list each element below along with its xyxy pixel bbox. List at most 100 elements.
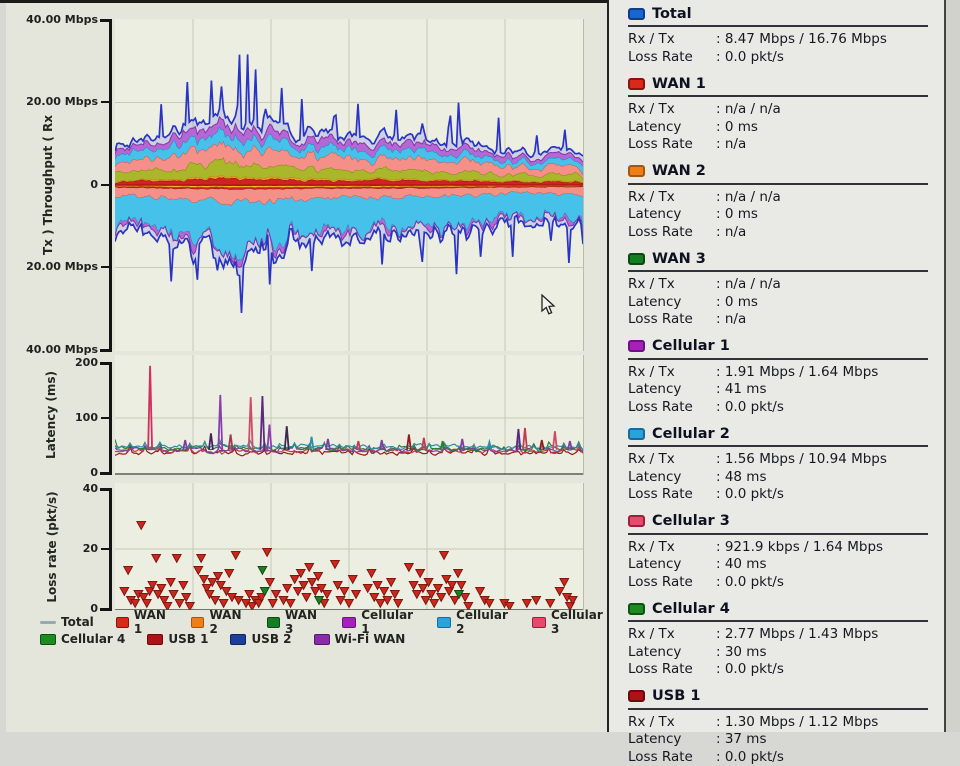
stat-row-loss-rate: Loss Rate: 0.0 pkt/s	[628, 399, 934, 417]
section-swatch-icon	[628, 340, 645, 352]
stat-row-loss-rate: Loss Rate: 0.0 pkt/s	[628, 574, 934, 592]
stat-row-latency: Latency: 30 ms	[628, 644, 934, 662]
section-swatch-icon	[628, 428, 645, 440]
loss-tick-label: 40	[12, 482, 98, 496]
stat-row-loss-rate: Loss Rate: 0.0 pkt/s	[628, 749, 934, 766]
stats-section-cellular-4: Cellular 4 Rx / Tx: 2.77 Mbps / 1.43 Mbps…	[628, 598, 934, 679]
stat-value: : 37 ms	[716, 731, 767, 749]
stat-row-rx-tx: Rx / Tx: n/a / n/a	[628, 189, 934, 207]
legend-row-2: Cellular 4 USB 1 USB 2 Wi-Fi WAN	[40, 631, 605, 647]
legend-swatch-icon	[40, 621, 56, 624]
section-header: Cellular 2	[628, 423, 934, 444]
latency-chart[interactable]	[115, 355, 584, 475]
stat-label: Loss Rate	[628, 749, 716, 766]
stat-value: : 8.47 Mbps / 16.76 Mbps	[716, 31, 887, 49]
legend-item-total[interactable]: Total	[40, 615, 94, 629]
stat-label: Rx / Tx	[628, 626, 716, 644]
stat-label: Loss Rate	[628, 136, 716, 154]
stat-row-latency: Latency: 41 ms	[628, 381, 934, 399]
stat-label: Loss Rate	[628, 224, 716, 242]
stat-label: Latency	[628, 294, 716, 312]
stat-row-rx-tx: Rx / Tx: 1.30 Mbps / 1.12 Mbps	[628, 714, 934, 732]
legend-item-wi-fi-wan[interactable]: Wi-Fi WAN	[314, 632, 406, 646]
throughput-tick-label: 40.00 Mbps	[12, 343, 98, 357]
section-title: Cellular 3	[652, 513, 730, 529]
loss-plot-svg	[115, 483, 583, 610]
throughput-tick-label: 20.00 Mbps	[12, 95, 98, 109]
loss-tick	[101, 488, 110, 490]
stat-value: : 0.0 pkt/s	[716, 574, 784, 592]
stat-label: Rx / Tx	[628, 31, 716, 49]
section-divider	[628, 95, 928, 97]
legend-label: Wi-Fi WAN	[335, 632, 406, 646]
legend-swatch-icon	[230, 634, 246, 645]
section-swatch-icon	[628, 165, 645, 177]
legend-item-cellular-4[interactable]: Cellular 4	[40, 632, 125, 646]
legend-label: Total	[61, 615, 94, 629]
screen-right-margin	[946, 0, 960, 732]
section-divider	[628, 183, 928, 185]
stat-label: Latency	[628, 381, 716, 399]
throughput-tick-label: 20.00 Mbps	[12, 260, 98, 274]
legend-swatch-icon	[147, 634, 163, 645]
stat-label: Latency	[628, 469, 716, 487]
stat-row-latency: Latency: 0 ms	[628, 206, 934, 224]
loss-rate-chart[interactable]	[115, 483, 584, 610]
stat-value: : 0.0 pkt/s	[716, 486, 784, 504]
stat-label: Rx / Tx	[628, 276, 716, 294]
stat-label: Rx / Tx	[628, 714, 716, 732]
throughput-chart[interactable]	[115, 19, 584, 351]
latency-plot-svg	[115, 355, 583, 475]
throughput-tick-label: 40.00 Mbps	[12, 13, 98, 27]
stat-row-rx-tx: Rx / Tx: 921.9 kbps / 1.64 Mbps	[628, 539, 934, 557]
section-title: WAN 2	[652, 163, 706, 179]
section-header: Cellular 3	[628, 511, 934, 532]
section-title: Cellular 4	[652, 601, 730, 617]
section-header: USB 1	[628, 686, 934, 707]
latency-tick	[101, 362, 110, 364]
section-swatch-icon	[628, 253, 645, 265]
stat-value: : n/a / n/a	[716, 101, 781, 119]
stat-label: Rx / Tx	[628, 539, 716, 557]
legend-label: USB 1	[168, 632, 208, 646]
stat-value: : 2.77 Mbps / 1.43 Mbps	[716, 626, 878, 644]
stat-value: : 921.9 kbps / 1.64 Mbps	[716, 539, 883, 557]
latency-tick-label: 100	[12, 411, 98, 425]
throughput-tick	[101, 19, 110, 21]
section-divider	[628, 533, 928, 535]
stat-label: Loss Rate	[628, 311, 716, 329]
section-divider	[628, 620, 928, 622]
stat-label: Latency	[628, 644, 716, 662]
stat-value: : 0.0 pkt/s	[716, 399, 784, 417]
section-header: WAN 3	[628, 248, 934, 269]
section-header: Cellular 4	[628, 598, 934, 619]
section-title: WAN 1	[652, 76, 706, 92]
section-swatch-icon	[628, 78, 645, 90]
legend-item-usb-2[interactable]: USB 2	[230, 632, 291, 646]
section-title: Cellular 2	[652, 426, 730, 442]
charts-panel: Tx ) Throughput ( Rx Latency (ms) Loss r…	[6, 3, 607, 732]
stat-value: : 30 ms	[716, 644, 767, 662]
stat-value: : n/a / n/a	[716, 189, 781, 207]
section-divider	[628, 25, 928, 27]
stat-label: Latency	[628, 556, 716, 574]
stat-value: : 0.0 pkt/s	[716, 49, 784, 67]
throughput-tick	[101, 101, 110, 103]
legend-item-usb-1[interactable]: USB 1	[147, 632, 208, 646]
section-header: WAN 2	[628, 161, 934, 182]
loss-tick	[101, 548, 110, 550]
stat-value: : 1.91 Mbps / 1.64 Mbps	[716, 364, 878, 382]
stat-row-rx-tx: Rx / Tx: 8.47 Mbps / 16.76 Mbps	[628, 31, 934, 49]
stat-value: : 40 ms	[716, 556, 767, 574]
stat-label: Loss Rate	[628, 661, 716, 679]
legend-swatch-icon	[342, 617, 356, 628]
section-header: Total	[628, 3, 934, 24]
stat-row-loss-rate: Loss Rate: 0.0 pkt/s	[628, 661, 934, 679]
stat-label: Loss Rate	[628, 399, 716, 417]
